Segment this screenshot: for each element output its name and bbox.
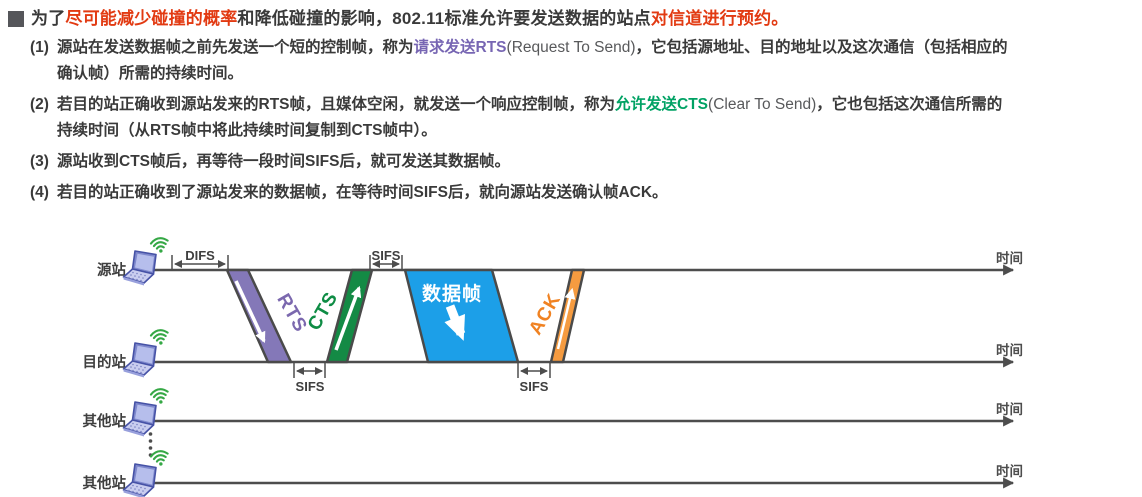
text-segment: 若目的站正确收到了源站发来的数据帧，在等待时间SIFS后，就向源站发送确认帧AC…: [57, 184, 668, 201]
time-label: 时间: [996, 250, 1023, 266]
headline: 为了尽可能减少碰撞的概率和降低碰撞的影响，802.11标准允许要发送数据的站点对…: [0, 0, 1142, 29]
text-segment: 确认帧）所需的持续时间。: [57, 65, 244, 82]
item-text: 源站收到CTS帧后，再等待一段时间SIFS后，就可发送其数据帧。: [57, 149, 510, 175]
laptop-icon-destination: [122, 327, 171, 379]
list-item-2: (2) 若目的站正确收到源站发来的RTS帧，且媒体空闲，就发送一个响应控制帧，称…: [30, 92, 1132, 144]
data-arrow: [444, 304, 466, 341]
sifs-label: SIFS: [372, 248, 401, 263]
text-segment: 若目的站正确收到源站发来的RTS帧，且媒体空闲，就发送一个响应控制帧，称为: [57, 96, 616, 113]
text-segment: 源站在发送数据帧之前先发送一个短的控制帧，称为: [57, 39, 414, 56]
time-label: 时间: [996, 401, 1023, 417]
cts-arrow: [334, 285, 362, 351]
numbered-list: (1) 源站在发送数据帧之前先发送一个短的控制帧，称为请求发送RTS(Reque…: [30, 35, 1132, 206]
laptop-icon-other-2: [122, 448, 171, 497]
text-segment: 请求发送RTS: [413, 39, 507, 56]
item-line: 若目的站正确收到了源站发来的数据帧，在等待时间SIFS后，就向源站发送确认帧AC…: [57, 180, 668, 206]
item-number: (4): [30, 184, 49, 201]
station-label-other-1: 其他站: [83, 412, 127, 430]
item-number: (2): [30, 96, 49, 113]
item-line: 若目的站正确收到源站发来的RTS帧，且媒体空闲，就发送一个响应控制帧，称为允许发…: [57, 92, 1002, 118]
headline-text: 为了尽可能减少碰撞的概率和降低碰撞的影响，802.11标准允许要发送数据的站点对…: [31, 9, 788, 29]
laptop-icon-other-1: [122, 386, 171, 438]
text-segment: 源站收到CTS帧后，再等待一段时间SIFS后，就可发送其数据帧。: [57, 153, 510, 170]
text-segment: 对信道进行预约。: [650, 9, 789, 28]
item-number: (1): [30, 39, 49, 56]
text-segment: ，它包括源地址、目的地址以及这次通信（包括相应的: [635, 39, 1008, 56]
station-label-destination: 目的站: [83, 353, 127, 371]
laptop-icon-source: [122, 235, 171, 287]
difs-interval: [171, 255, 229, 271]
text-segment: 尽可能减少碰撞的概率: [65, 9, 238, 28]
item-line: 源站收到CTS帧后，再等待一段时间SIFS后，就可发送其数据帧。: [57, 149, 510, 175]
time-label: 时间: [996, 463, 1023, 479]
rts-frame-label: RTS: [272, 290, 311, 336]
data-frame-label: 数据帧: [422, 282, 482, 305]
sifs-interval-destination-1: [293, 362, 326, 378]
item-line: 持续时间（从RTS帧中将此持续时间复制到CTS帧中）。: [57, 118, 1002, 144]
text-segment: 允许发送CTS: [615, 96, 709, 113]
sifs-label: SIFS: [296, 379, 325, 394]
list-item-4: (4) 若目的站正确收到了源站发来的数据帧，在等待时间SIFS后，就向源站发送确…: [30, 180, 1132, 206]
square-bullet-icon: [8, 11, 24, 27]
vertical-ellipsis: [148, 432, 153, 457]
rts-arrow: [234, 280, 266, 343]
sifs-interval-source: [369, 255, 403, 271]
text-segment: 持续时间（从RTS帧中将此持续时间复制到CTS帧中）。: [57, 122, 437, 139]
difs-label: DIFS: [185, 248, 215, 263]
item-text: 源站在发送数据帧之前先发送一个短的控制帧，称为请求发送RTS(Request T…: [57, 35, 1008, 87]
text-segment: 为了: [31, 9, 66, 28]
station-label-source: 源站: [97, 261, 126, 279]
station-label-other-2: 其他站: [83, 474, 127, 492]
list-item-1: (1) 源站在发送数据帧之前先发送一个短的控制帧，称为请求发送RTS(Reque…: [30, 35, 1132, 87]
list-item-3: (3) 源站收到CTS帧后，再等待一段时间SIFS后，就可发送其数据帧。: [30, 149, 1132, 175]
sifs-label: SIFS: [520, 379, 549, 394]
text-segment: (Request To Send): [506, 39, 636, 56]
time-label: 时间: [996, 342, 1023, 358]
sifs-interval-destination-2: [517, 362, 551, 378]
rts-cts-timing-diagram: 时间 时间 时间 时间 源站 目的站 其他站 其他站 DIFS SIFS SIF…: [83, 235, 1023, 497]
item-text: 若目的站正确收到源站发来的RTS帧，且媒体空闲，就发送一个响应控制帧，称为允许发…: [57, 92, 1002, 144]
text-segment: ，它也包括这次通信所需的: [816, 96, 1003, 113]
item-line: 源站在发送数据帧之前先发送一个短的控制帧，称为请求发送RTS(Request T…: [57, 35, 1008, 61]
item-line: 确认帧）所需的持续时间。: [57, 61, 1008, 87]
ack-arrow: [556, 287, 576, 350]
text-segment: 和降低碰撞的影响，802.11标准允许要发送数据的站点: [237, 9, 651, 28]
text-segment: (Clear To Send): [708, 96, 817, 113]
item-number: (3): [30, 153, 49, 170]
item-text: 若目的站正确收到了源站发来的数据帧，在等待时间SIFS后，就向源站发送确认帧AC…: [57, 180, 668, 206]
